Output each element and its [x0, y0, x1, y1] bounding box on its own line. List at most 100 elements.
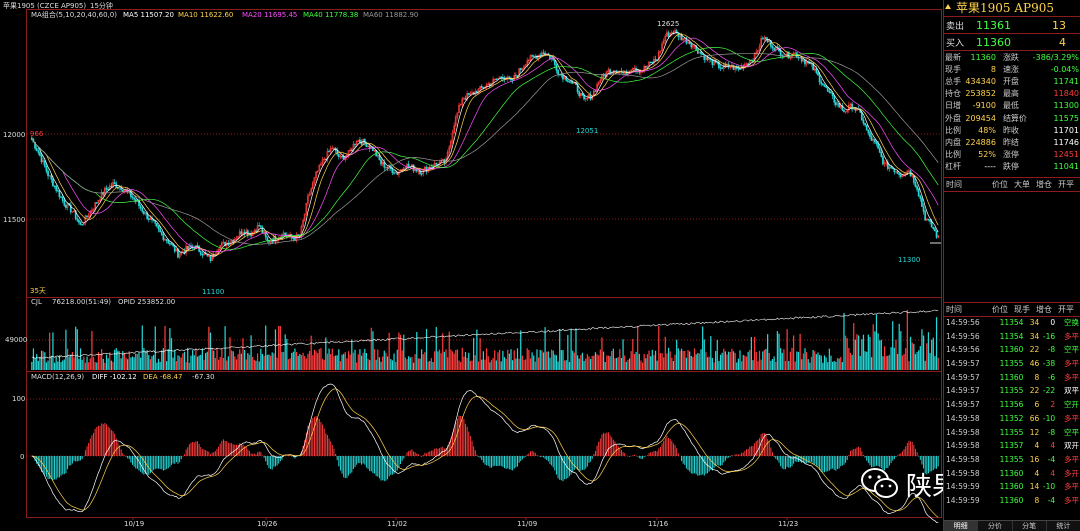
- candle-body: [264, 232, 267, 238]
- collapse-triangle-icon[interactable]: [945, 4, 951, 9]
- volume-bar: [331, 348, 333, 370]
- volume-bar: [838, 358, 840, 370]
- candle-body: [313, 177, 316, 184]
- diff-line: [31, 383, 939, 523]
- volume-bar: [893, 347, 895, 370]
- volume-bar: [52, 332, 54, 370]
- volume-bar: [713, 362, 715, 370]
- volume-bar: [421, 349, 423, 370]
- tick-row[interactable]: 14:59:57 11360 8 -6 多平: [944, 371, 1080, 385]
- tick-row[interactable]: 14:59:59 11360 8 -4 多平: [944, 494, 1080, 508]
- tick-price: 11360: [999, 482, 1024, 492]
- period-selector[interactable]: 15分钟: [90, 1, 113, 10]
- volume-bar: [265, 325, 267, 370]
- candle-body: [386, 166, 389, 169]
- tab-price-dist[interactable]: 分价: [978, 521, 1013, 531]
- tick-row[interactable]: 14:59:57 11355 46 -38 多平: [944, 357, 1080, 371]
- tick-open-close: 空平: [1064, 345, 1079, 355]
- volume-bar: [648, 350, 650, 370]
- tick-row[interactable]: 14:59:59 11360 14 -10 多平: [944, 480, 1080, 494]
- volume-bar: [122, 351, 124, 370]
- tick-time: 14:59:57: [946, 359, 980, 369]
- tick-row[interactable]: 14:59:58 11355 12 -8 空平: [944, 426, 1080, 440]
- candle-body: [383, 161, 386, 168]
- volume-bar: [489, 362, 491, 370]
- candle-body: [873, 139, 876, 143]
- volume-bar: [624, 355, 626, 370]
- tick-row[interactable]: 14:59:57 11356 6 2 空开: [944, 398, 1080, 412]
- tick-row[interactable]: 14:59:58 11360 4 4 多开: [944, 467, 1080, 481]
- tick-row[interactable]: 14:59:58 11352 66 -10 多平: [944, 412, 1080, 426]
- volume-bar: [739, 350, 741, 370]
- candle-body: [596, 84, 598, 92]
- candle-body: [485, 84, 488, 88]
- ma-combo-label[interactable]: MA组合(5,10,20,40,60,0): [31, 10, 117, 19]
- candle-body: [924, 211, 927, 221]
- volume-bar: [833, 360, 835, 370]
- tab-detail[interactable]: 明细: [944, 521, 979, 531]
- candle-body: [479, 85, 481, 89]
- volume-bar: [232, 351, 234, 370]
- volume-bar: [516, 348, 519, 370]
- tick-row[interactable]: 14:59:56 11354 34 0 空换: [944, 316, 1080, 330]
- candle-body: [175, 248, 178, 252]
- candle-body: [147, 218, 150, 220]
- candle-body: [376, 154, 379, 157]
- volume-bar: [164, 326, 166, 370]
- volume-bar: [700, 349, 702, 370]
- tab-stats[interactable]: 统计: [1047, 521, 1080, 531]
- candle-body: [220, 242, 223, 246]
- volume-bar: [806, 352, 808, 370]
- volume-bar: [872, 324, 874, 370]
- panel-title-text: 苹果1905 AP905: [956, 1, 1054, 15]
- volume-bar: [864, 351, 866, 370]
- stat-value: 48%: [978, 125, 996, 135]
- volume-bar: [510, 349, 512, 370]
- volume-bar: [398, 332, 400, 370]
- quote-panel: 苹果1905 AP905 卖出 11361 13 买入 11360 4 最新 11…: [943, 0, 1080, 531]
- stat-value: 8: [990, 64, 996, 74]
- candle-body: [666, 32, 668, 37]
- candle-body: [95, 202, 98, 204]
- tick-row[interactable]: 14:59:58 11357 4 4 双开: [944, 439, 1080, 453]
- volume-bar: [492, 357, 494, 370]
- sell-row[interactable]: 卖出 11361 13: [944, 17, 1080, 33]
- tick-oi-change: 0: [1050, 318, 1056, 327]
- kline-chart-area[interactable]: 苹果1905 (CZCE AP905) 15分钟 MA组合(5,10,20,40…: [0, 0, 943, 531]
- tab-trades[interactable]: 分笔: [1013, 521, 1047, 531]
- candle-body: [562, 75, 564, 80]
- volume-bar: [39, 356, 41, 370]
- volume-bar: [308, 350, 311, 370]
- volume-bar: [620, 357, 623, 370]
- volume-bar: [784, 361, 787, 370]
- volume-bar: [391, 360, 394, 370]
- volume-bar: [771, 359, 774, 370]
- hdr2-volume: 现手: [1014, 305, 1030, 314]
- volume-bar: [341, 354, 343, 370]
- candle-body: [523, 65, 525, 69]
- tick-time: 14:59:58: [946, 468, 980, 478]
- stat-label: 最高: [1002, 89, 1019, 99]
- tick-row[interactable]: 14:59:57 11355 22 -22 双平: [944, 384, 1080, 398]
- tick-row[interactable]: 14:59:56 11354 34 -16 多平: [944, 330, 1080, 344]
- candle-body: [308, 193, 311, 197]
- candle-body: [693, 45, 696, 47]
- candle-body: [898, 173, 901, 176]
- volume-bar: [576, 355, 579, 370]
- candle-body: [844, 111, 847, 113]
- volume-bar: [66, 348, 69, 370]
- volume-bar: [243, 349, 246, 370]
- candle-body: [839, 105, 842, 108]
- buy-row[interactable]: 买入 11360 4: [944, 34, 1080, 50]
- tick-row[interactable]: 14:59:56 11360 22 -8 空平: [944, 343, 1080, 357]
- volume-bar: [658, 325, 660, 370]
- tick-row[interactable]: 14:59:58 11355 16 -4 多平: [944, 453, 1080, 467]
- candle-body: [579, 93, 582, 97]
- tick-volume: 4: [1034, 468, 1040, 478]
- volume-bar: [609, 356, 611, 370]
- candle-body: [154, 220, 157, 224]
- volume-bar: [622, 339, 624, 370]
- tick-list[interactable]: 14:59:56 11354 34 0 空换 14:59:56 11354 34 -16 多平 14…: [944, 316, 1080, 508]
- volume-bar: [196, 356, 199, 370]
- candle-body: [363, 138, 366, 143]
